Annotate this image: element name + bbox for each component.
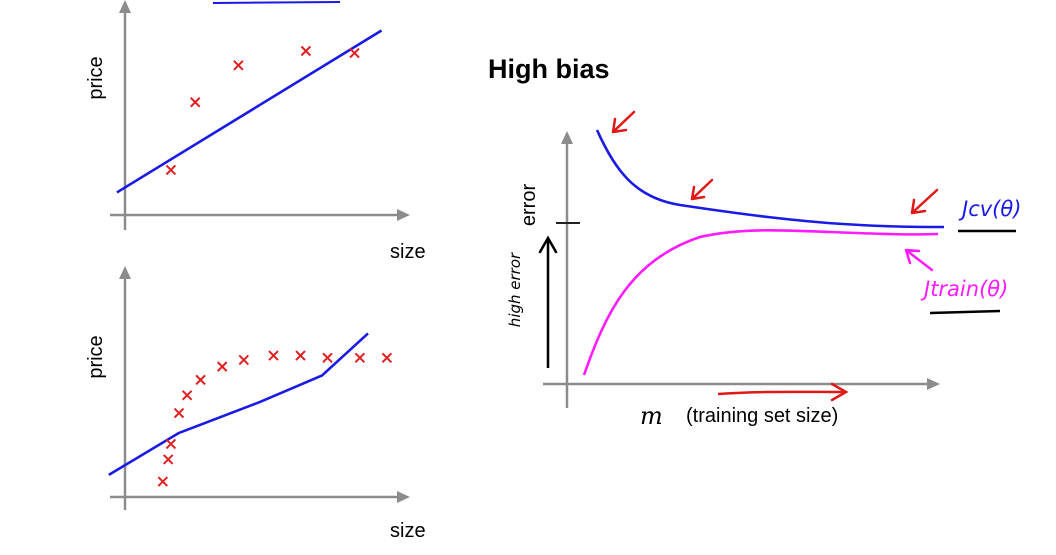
red-arrow-2 (690, 178, 714, 201)
jcv-label: Jcv(θ) (958, 197, 1021, 221)
top-plot-point (165, 164, 177, 176)
jcv-curve (595, 129, 945, 229)
bottom-plot-y-arrowhead (119, 266, 131, 279)
top-plot-points (165, 45, 360, 176)
high-error-annotation: high error (506, 252, 524, 327)
lc-y-arrowhead (561, 131, 573, 144)
bottom-plot-y-label: price (85, 335, 107, 378)
top-plot-point (233, 60, 244, 71)
top-plot-point (349, 47, 360, 59)
top-plot-y-label: price (85, 56, 107, 99)
jtrain-pointer-arrow (904, 248, 934, 272)
bottom-plot: price size (85, 266, 426, 542)
bottom-plot-point (162, 454, 174, 465)
learning-curve: High bias error m (training set size) hi… (488, 54, 1021, 430)
learning-curve-title: High bias (488, 54, 610, 84)
lc-x-symbol: m (640, 402, 663, 430)
top-plot-x-label: size (390, 241, 426, 263)
bottom-plot-point (157, 476, 169, 487)
top-plot-fit-path (116, 29, 383, 194)
bottom-plot-point (216, 361, 228, 372)
bottom-plot-point (173, 407, 185, 419)
jtrain-curve (582, 228, 939, 376)
bottom-plot-fit-line (108, 332, 369, 477)
top-plot-point (300, 45, 312, 57)
lc-x-label: (training set size) (686, 405, 838, 427)
top-plot-x-arrowhead (397, 209, 410, 221)
top-plot-y-arrowhead (119, 0, 131, 13)
m-increase-arrowhead (830, 382, 849, 402)
top-plot-fit-line (116, 29, 383, 194)
bottom-plot-x-arrowhead (397, 491, 410, 503)
bottom-plot-point (181, 390, 193, 401)
lc-x-arrowhead (927, 378, 940, 390)
cropped-stroke (212, 1, 341, 4)
red-arrow-1 (611, 110, 636, 134)
lc-y-label: error (518, 184, 540, 227)
red-arrow-3 (910, 188, 939, 215)
bottom-plot-point (165, 438, 177, 450)
bottom-plot-point (381, 352, 393, 363)
high-error-arrowhead (538, 235, 558, 254)
bottom-plot-x-label: size (390, 520, 426, 542)
m-increase-arrow (717, 390, 847, 396)
bottom-plot-point (195, 374, 206, 386)
bottom-plot-point (268, 350, 279, 361)
jtrain-underline (929, 309, 1001, 315)
bottom-plot-point (354, 352, 366, 363)
bottom-plot-point (322, 352, 333, 363)
bottom-plot-point (295, 350, 306, 361)
top-plot-point (189, 97, 201, 108)
jtrain-label: Jtrain(θ) (920, 277, 1008, 301)
bottom-plot-point (238, 354, 250, 366)
bottom-plot-fit-path (108, 332, 369, 477)
bottom-plot-points (157, 350, 393, 487)
top-plot: price size (85, 0, 426, 263)
